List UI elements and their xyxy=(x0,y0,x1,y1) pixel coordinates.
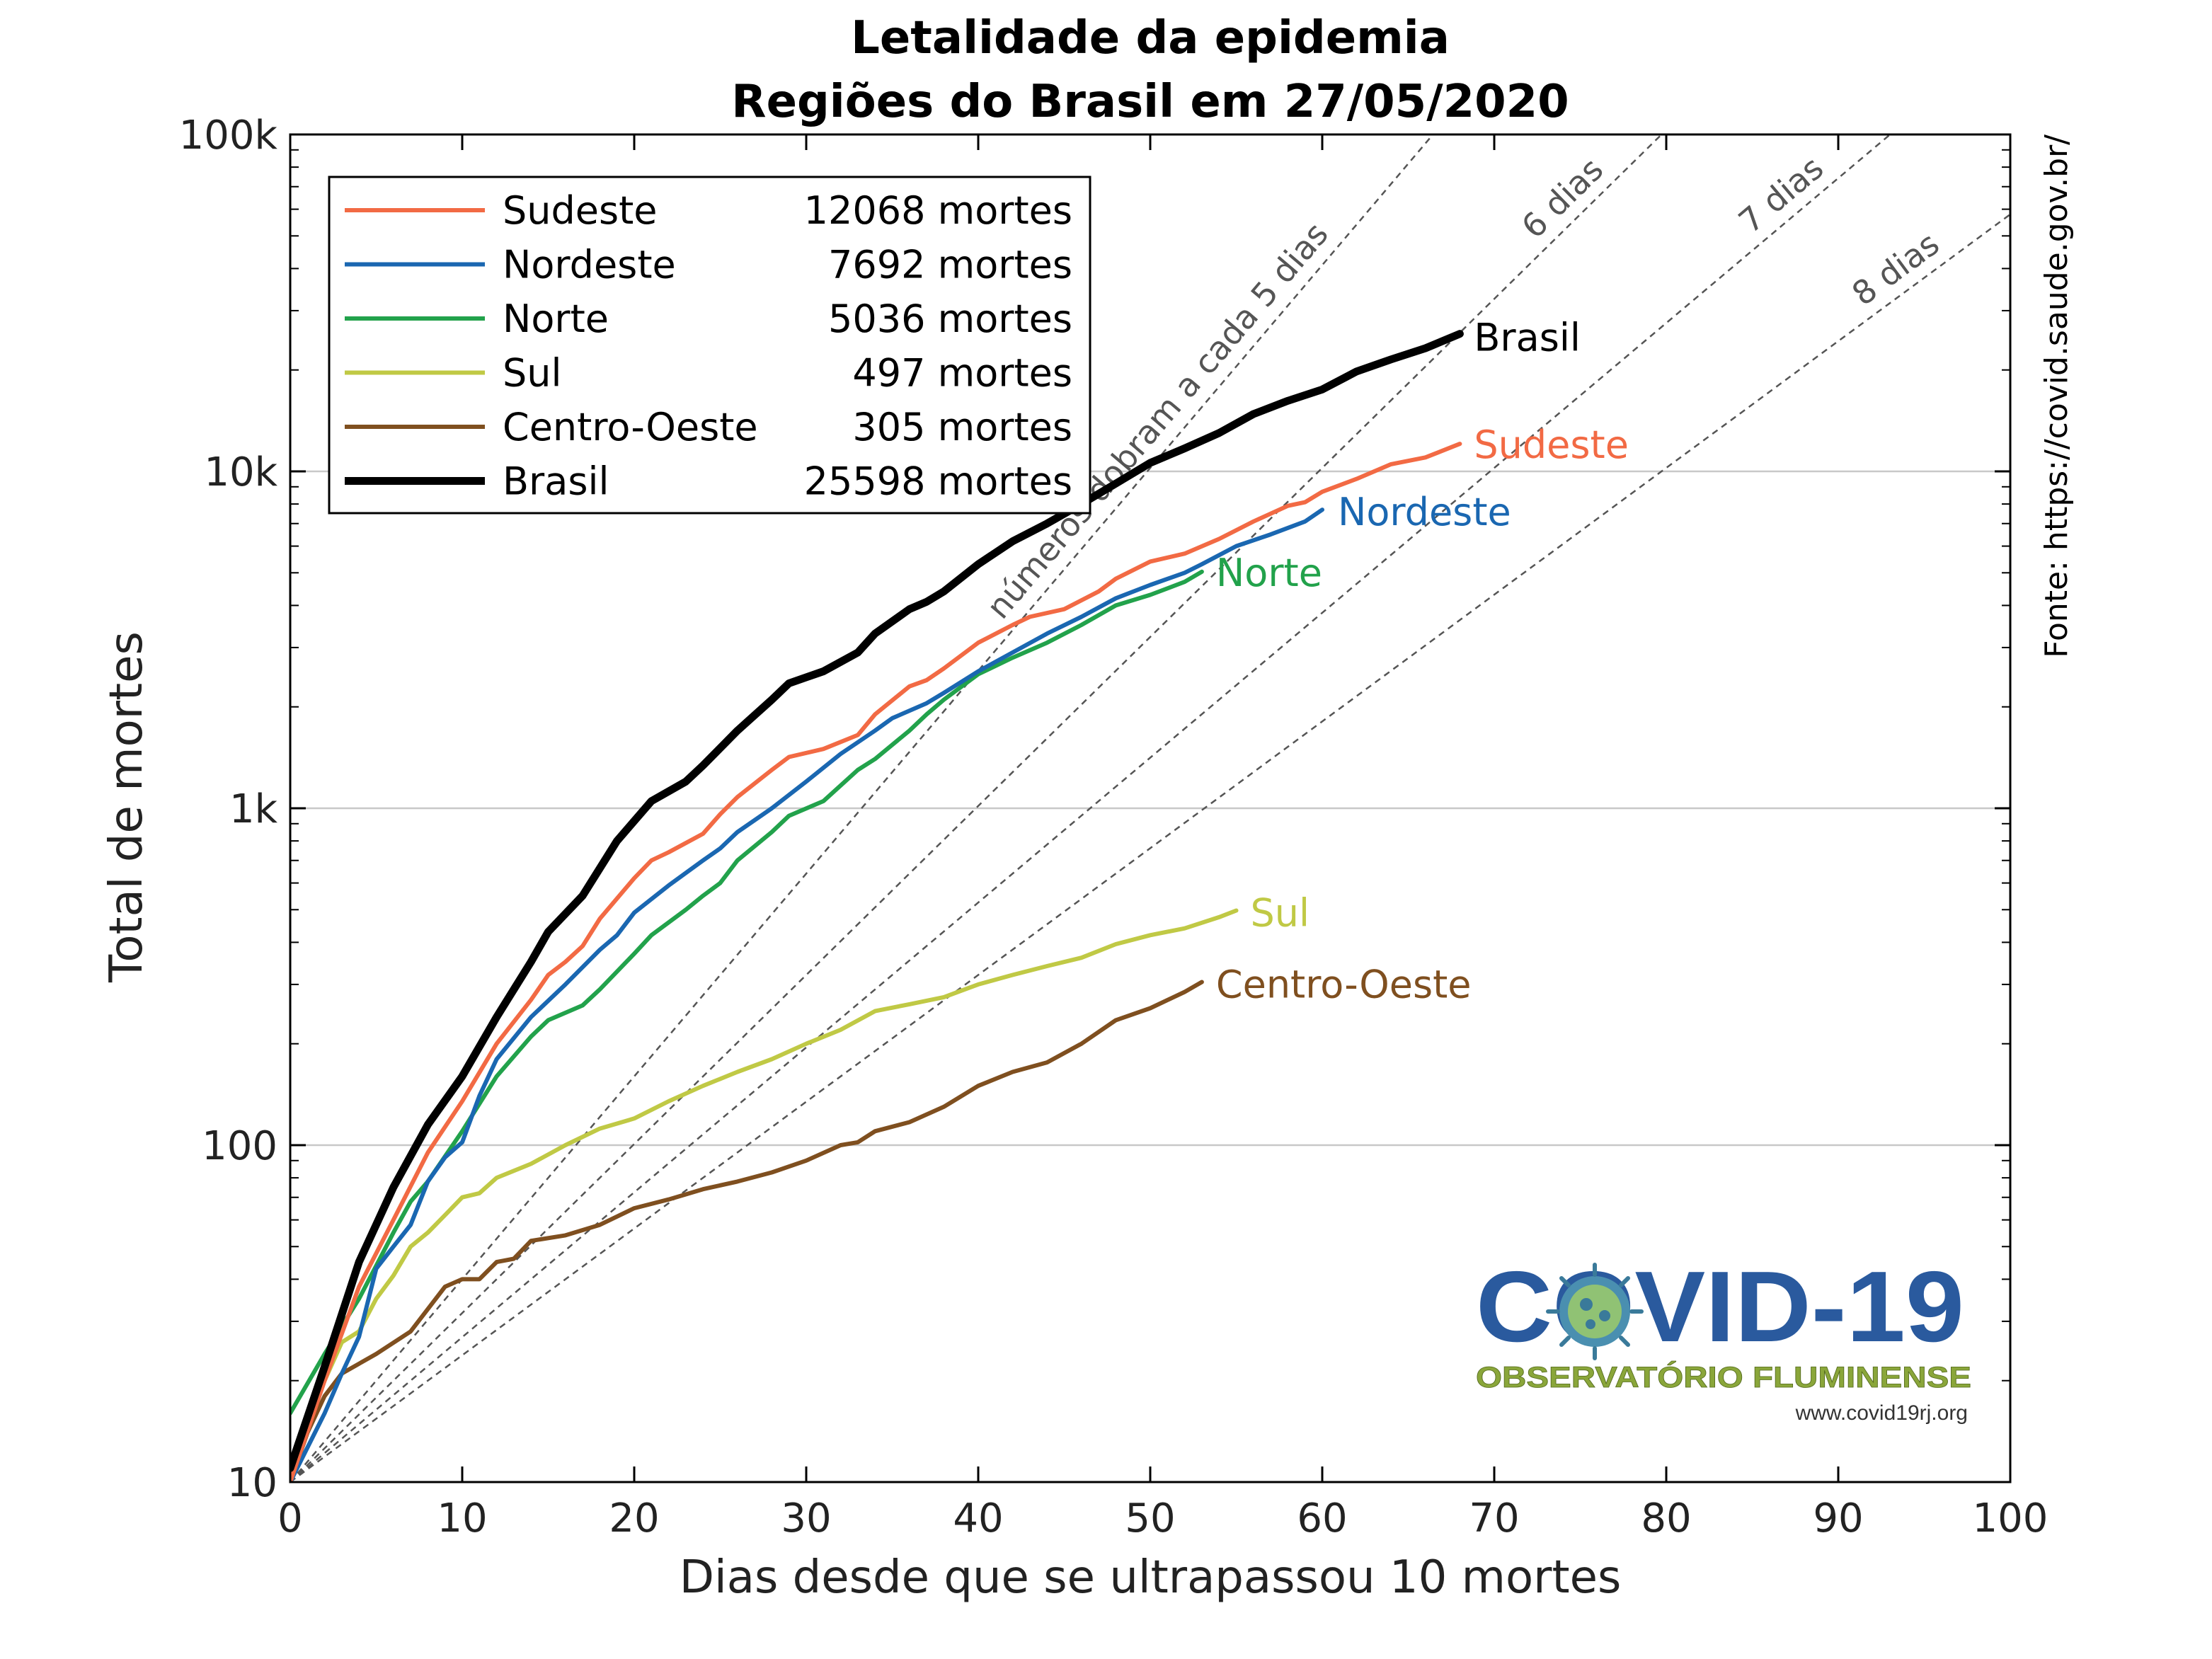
logo-url: www.covid19rj.org xyxy=(1795,1401,1968,1425)
legend-value-norte: 5036 mortes xyxy=(828,297,1072,341)
reference-lines xyxy=(290,134,2010,1482)
y-tick-label: 100k xyxy=(179,113,278,159)
series-layer xyxy=(290,330,1464,1482)
source-text: Fonte: https://covid.saude.gov.br/ xyxy=(2039,134,2075,658)
reference-line-8-days xyxy=(290,213,2010,1482)
x-tick-label: 30 xyxy=(781,1496,831,1542)
x-tick-label: 10 xyxy=(437,1496,487,1542)
legend-label-brasil: Brasil xyxy=(503,459,609,504)
chart-title-line1: Letalidade da epidemia xyxy=(851,12,1450,64)
legend-label-sudeste: Sudeste xyxy=(503,188,658,233)
legend: Sudeste 12068 mortes Nordeste 7692 mortes No… xyxy=(328,176,1091,515)
series-end-labels: Centro-Oeste Sul Norte Nordeste Sudeste Brasi… xyxy=(1216,316,1629,1007)
series-end-label-sudeste: Sudeste xyxy=(1474,423,1629,467)
series-line-brasil xyxy=(290,330,1464,1472)
x-axis-label: Dias desde que se ultrapassou 10 mortes xyxy=(680,1551,1622,1604)
series-end-label-sul: Sul xyxy=(1251,891,1310,936)
covid19-logo: COVID-19 OBSERVATÓRIO FLUMINENSE www.cov… xyxy=(1476,1251,1972,1425)
x-tick-label: 20 xyxy=(609,1496,659,1542)
y-tick-label: 10k xyxy=(204,449,277,495)
plot-frame xyxy=(289,133,2012,1483)
series-line-nordeste xyxy=(290,507,1324,1482)
legend-box xyxy=(328,176,1091,515)
series-end-label-brasil: Brasil xyxy=(1474,316,1580,360)
axis-ticks xyxy=(289,133,2012,1483)
x-tick-label: 90 xyxy=(1813,1496,1863,1542)
x-tick-label: 50 xyxy=(1125,1496,1175,1542)
x-tick-label: 40 xyxy=(953,1496,1003,1542)
legend-label-centro-oeste: Centro-Oeste xyxy=(503,405,758,449)
legend-value-sudeste: 12068 mortes xyxy=(804,188,1072,233)
reference-line-5-days xyxy=(290,134,1434,1482)
x-tick-label: 0 xyxy=(277,1496,303,1542)
virus-icon xyxy=(1546,1263,1644,1360)
legend-value-nordeste: 7692 mortes xyxy=(828,243,1072,287)
y-axis-label: Total de mortes xyxy=(101,631,153,983)
series-end-label-nordeste: Nordeste xyxy=(1338,490,1511,534)
series-line-centro-oeste xyxy=(290,980,1204,1482)
reference-line-7-days xyxy=(290,134,1891,1482)
reference-line-6-days xyxy=(290,134,1663,1482)
legend-value-centro-oeste: 305 mortes xyxy=(852,405,1072,449)
y-tick-label: 1k xyxy=(229,786,278,832)
chart-title-line2: Regiões do Brasil em 27/05/2020 xyxy=(731,76,1569,128)
series-end-label-norte: Norte xyxy=(1216,551,1322,595)
legend-label-norte: Norte xyxy=(503,297,609,341)
x-tick-label: 80 xyxy=(1641,1496,1691,1542)
x-tick-label: 60 xyxy=(1297,1496,1347,1542)
y-tick-label: 100 xyxy=(202,1123,277,1169)
legend-label-nordeste: Nordeste xyxy=(503,243,676,287)
legend-value-sul: 497 mortes xyxy=(852,351,1072,396)
legend-label-sul: Sul xyxy=(503,351,562,396)
logo-title: COVID-19 xyxy=(1476,1251,1964,1363)
x-tick-label: 70 xyxy=(1469,1496,1519,1542)
series-line-sudeste xyxy=(290,442,1462,1482)
logo-subtitle: OBSERVATÓRIO FLUMINENSE xyxy=(1476,1360,1971,1394)
series-line-sul xyxy=(290,908,1239,1482)
legend-value-brasil: 25598 mortes xyxy=(804,459,1072,504)
series-end-label-centro-oeste: Centro-Oeste xyxy=(1216,962,1472,1006)
x-tick-label: 100 xyxy=(1973,1496,2048,1542)
y-tick-label: 10 xyxy=(227,1460,277,1506)
